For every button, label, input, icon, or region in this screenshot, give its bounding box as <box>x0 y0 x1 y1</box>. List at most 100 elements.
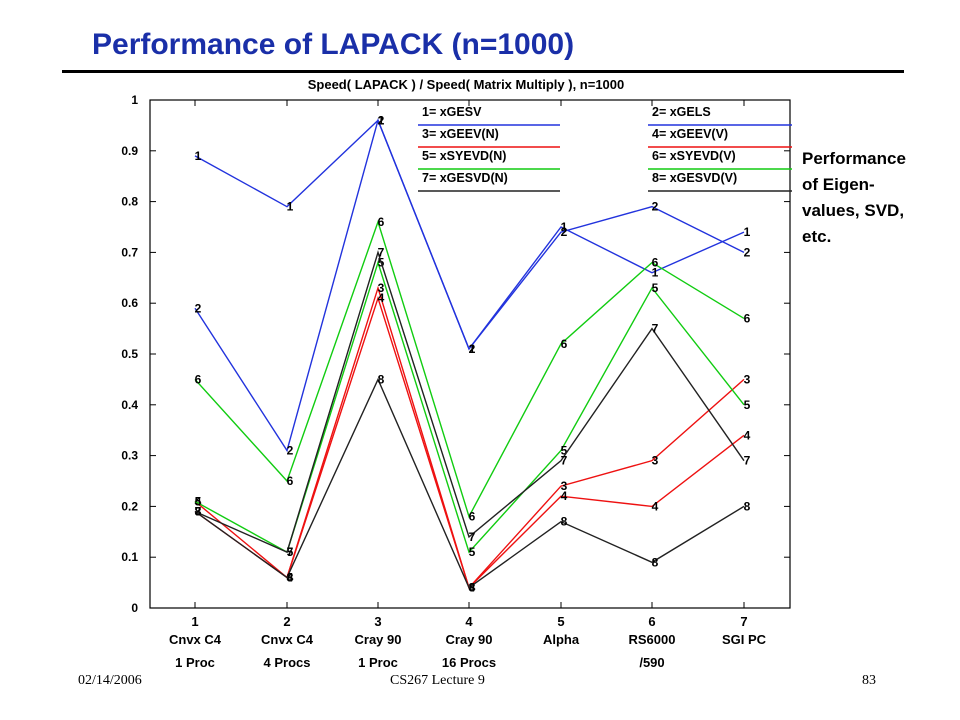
data-point-5: 5 <box>652 281 659 295</box>
series-line-8 <box>194 377 745 589</box>
data-point-7: 7 <box>378 245 385 259</box>
data-point-3: 3 <box>744 372 751 386</box>
data-point-4: 4 <box>744 428 751 442</box>
data-point-2: 2 <box>744 245 751 259</box>
y-tick-label: 0.1 <box>121 550 138 564</box>
data-point-4: 4 <box>378 291 385 305</box>
x-category-name: Cray 90 <box>355 632 402 647</box>
data-point-6: 6 <box>378 215 385 229</box>
y-tick-label: 0 <box>131 601 138 615</box>
data-point-8: 8 <box>561 515 568 529</box>
data-point-4: 4 <box>561 489 568 503</box>
x-category-procs: 4 Procs <box>264 655 311 670</box>
data-point-4: 4 <box>287 571 294 585</box>
data-point-5: 5 <box>287 545 294 559</box>
x-category-name: Cray 90 <box>446 632 493 647</box>
x-tick-label: 3 <box>374 614 381 629</box>
data-point-8: 8 <box>378 372 385 386</box>
plot-frame <box>149 99 791 609</box>
x-tick-label: 5 <box>557 614 564 629</box>
x-tick-label: 7 <box>740 614 747 629</box>
data-point-1: 1 <box>469 342 476 356</box>
y-tick-label: 0.6 <box>121 296 138 310</box>
data-point-1: 1 <box>744 225 751 239</box>
data-point-1: 1 <box>652 266 659 280</box>
series-line-6 <box>194 219 745 519</box>
data-point-2: 2 <box>378 113 385 127</box>
data-point-4: 4 <box>469 581 476 595</box>
data-point-2: 2 <box>195 301 202 315</box>
data-point-1: 1 <box>287 200 294 214</box>
data-point-7: 7 <box>561 454 568 468</box>
data-point-3: 3 <box>469 581 476 595</box>
series-line-7 <box>194 250 745 554</box>
title-rule <box>62 70 904 73</box>
side-note: Performance of Eigen- values, SVD, etc. <box>802 149 906 246</box>
legend-label-1: 1= xGESV <box>422 105 482 119</box>
y-axis: 0 0.1 0.2 0.3 0.4 0.5 0.6 0.7 0.8 0.9 1 <box>121 93 790 615</box>
data-point-2: 2 <box>287 444 294 458</box>
data-point-6: 6 <box>195 372 202 386</box>
data-point-6: 6 <box>652 256 659 270</box>
series-group: 1111111222222233333334444444555555566666… <box>194 113 751 595</box>
x-tick-label: 1 <box>191 614 198 629</box>
data-point-7: 7 <box>652 322 659 336</box>
y-tick-label: 0.3 <box>121 449 138 463</box>
y-tick-label: 0.8 <box>121 195 138 209</box>
legend-label-5: 5= xSYEVD(N) <box>422 149 506 163</box>
slide-title: Performance of LAPACK (n=1000) <box>92 28 575 61</box>
data-point-1: 1 <box>561 220 568 234</box>
data-point-4: 4 <box>195 494 202 508</box>
footer-date: 02/14/2006 <box>78 673 142 688</box>
data-point-8: 8 <box>195 504 202 518</box>
data-point-3: 3 <box>652 454 659 468</box>
legend-label-7: 7= xGESVD(N) <box>422 171 508 185</box>
x-category-name: SGI PC <box>722 632 767 647</box>
x-category-name: RS6000 <box>629 632 676 647</box>
data-point-1: 1 <box>378 113 385 127</box>
data-point-8: 8 <box>744 499 751 513</box>
x-tick-label: 4 <box>465 614 473 629</box>
legend-label-6: 6= xSYEVD(V) <box>652 149 736 163</box>
y-tick-label: 1 <box>131 93 138 107</box>
y-tick-label: 0.9 <box>121 144 138 158</box>
x-tick-label: 6 <box>648 614 655 629</box>
data-point-5: 5 <box>744 398 751 412</box>
data-point-6: 6 <box>287 474 294 488</box>
data-point-5: 5 <box>195 494 202 508</box>
x-category-procs: 1 Proc <box>175 655 215 670</box>
data-point-6: 6 <box>561 337 568 351</box>
y-tick-label: 0.7 <box>121 245 138 259</box>
legend-label-8: 8= xGESVD(V) <box>652 171 737 185</box>
chart-title: Speed( LAPACK ) / Speed( Matrix Multiply… <box>308 77 625 92</box>
data-point-5: 5 <box>469 545 476 559</box>
data-point-1: 1 <box>195 149 202 163</box>
x-tick-label: 2 <box>283 614 290 629</box>
data-point-4: 4 <box>652 499 659 513</box>
data-point-8: 8 <box>652 555 659 569</box>
legend-label-4: 4= xGEEV(V) <box>652 127 728 141</box>
legend: 1= xGESV 2= xGELS 3= xGEEV(N) 4= xGEEV(V) 5=… <box>418 105 792 192</box>
data-point-2: 2 <box>652 200 659 214</box>
legend-label-2: 2= xGELS <box>652 105 711 119</box>
data-point-3: 3 <box>195 504 202 518</box>
y-tick-label: 0.4 <box>121 398 138 412</box>
data-point-6: 6 <box>469 510 476 524</box>
data-point-7: 7 <box>287 545 294 559</box>
data-point-7: 7 <box>744 454 751 468</box>
data-point-3: 3 <box>378 281 385 295</box>
footer-course: CS267 Lecture 9 <box>390 673 485 688</box>
data-point-2: 2 <box>469 342 476 356</box>
data-point-5: 5 <box>561 444 568 458</box>
x-category-procs: 16 Procs <box>442 655 496 670</box>
data-point-2: 2 <box>561 225 568 239</box>
data-point-7: 7 <box>469 530 476 544</box>
legend-label-3: 3= xGEEV(N) <box>422 127 499 141</box>
x-category-procs: 1 Proc <box>358 655 398 670</box>
footer-page: 83 <box>862 673 876 688</box>
y-tick-label: 0.5 <box>121 347 138 361</box>
y-tick-label: 0.2 <box>121 499 138 513</box>
data-point-6: 6 <box>744 311 751 325</box>
x-axis: 1 Cnvx C4 1 Proc 2 Cnvx C4 4 Procs 3 Cray 90 1 P… <box>169 100 767 670</box>
